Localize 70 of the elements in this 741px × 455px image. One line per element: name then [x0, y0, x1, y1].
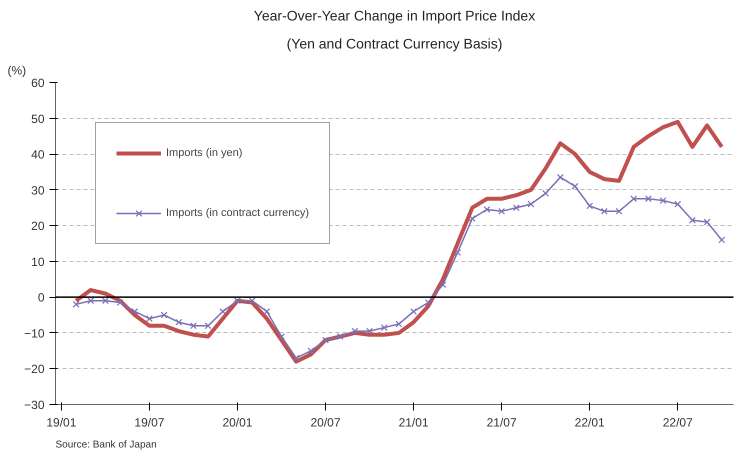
point [644, 195, 652, 202]
point [292, 354, 300, 362]
point [674, 200, 682, 208]
point [440, 281, 446, 288]
point [175, 318, 182, 326]
x-tick-label: 20/01 [222, 416, 253, 430]
point [131, 308, 138, 315]
point [630, 195, 638, 202]
x-tick-label: 19/07 [134, 416, 165, 430]
x-tick-label: 19/01 [46, 416, 77, 430]
point [498, 208, 506, 215]
point [572, 182, 578, 190]
point [234, 297, 241, 304]
point [586, 202, 594, 210]
point [116, 299, 124, 306]
point [688, 216, 696, 224]
point [146, 315, 153, 322]
point [484, 206, 490, 213]
point [718, 236, 726, 244]
point [468, 215, 476, 222]
point [600, 208, 608, 215]
point [528, 200, 534, 208]
point [263, 308, 270, 315]
y-tick-label: 50 [31, 112, 45, 126]
point [322, 336, 329, 344]
y-tick-label: 0 [38, 290, 45, 305]
y-tick-label: −20 [24, 362, 45, 376]
y-tick-label: 40 [31, 148, 45, 162]
point [336, 333, 344, 340]
point [307, 347, 314, 354]
x-tick-label: 20/07 [310, 416, 341, 430]
point [102, 297, 109, 304]
point [704, 218, 711, 226]
y-tick-label: 60 [31, 76, 45, 90]
legend-label: Imports (in contract currency) [166, 207, 310, 219]
point [660, 197, 666, 204]
point [380, 324, 388, 332]
point [542, 190, 550, 197]
point [160, 312, 168, 318]
point [351, 328, 358, 335]
y-tick-label: 20 [31, 219, 45, 234]
y-axis-title: (%) [8, 64, 26, 78]
point [72, 300, 80, 308]
line-series [74, 120, 724, 364]
point [556, 174, 564, 181]
point [395, 320, 402, 328]
chart-title: Year-Over-Year Change in Import Price Index [254, 8, 536, 24]
point [248, 297, 256, 304]
y-tick-label: 30 [31, 183, 45, 198]
point [424, 299, 432, 306]
point [366, 328, 373, 335]
point [87, 297, 94, 304]
x-tick-label: 21/07 [486, 416, 517, 430]
legend-label: Imports (in yen) [166, 147, 242, 159]
point [278, 333, 285, 340]
point [410, 308, 418, 315]
x-tick-label: 22/01 [574, 416, 606, 430]
y-tick-label: −30 [24, 398, 45, 412]
y-tick-label: −10 [24, 326, 45, 340]
point [204, 322, 212, 330]
point [616, 208, 622, 215]
point [454, 249, 462, 256]
y-tick-label: 10 [31, 254, 45, 269]
point [219, 308, 226, 315]
point [190, 322, 197, 330]
source-note: Source: Bank of Japan [56, 440, 157, 450]
chart-subtitle: (Yen and Contract Currency Basis) [286, 36, 502, 52]
point [512, 204, 520, 212]
x-tick-label: 21/01 [398, 416, 429, 430]
x-tick-label: 22/07 [662, 416, 694, 430]
